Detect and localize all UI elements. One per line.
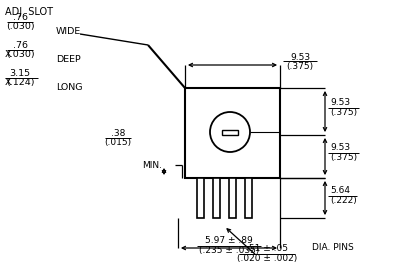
Text: MIN.: MIN. — [142, 161, 162, 170]
Text: (.030): (.030) — [6, 22, 34, 31]
Text: (.375): (.375) — [330, 153, 357, 162]
Text: (.020 ± .002): (.020 ± .002) — [237, 254, 297, 263]
Text: (.235 ± .035): (.235 ± .035) — [199, 246, 259, 255]
Text: X: X — [5, 78, 12, 87]
Text: ADJ. SLOT: ADJ. SLOT — [5, 7, 53, 17]
Text: DIA. PINS: DIA. PINS — [312, 244, 354, 252]
Text: .51 ± .05: .51 ± .05 — [246, 244, 288, 253]
Bar — [213, 178, 220, 218]
Text: 9.53: 9.53 — [330, 143, 350, 152]
Text: .38: .38 — [111, 129, 125, 138]
Text: WIDE: WIDE — [56, 26, 81, 36]
Text: (.375): (.375) — [330, 108, 357, 117]
Text: .76: .76 — [12, 41, 28, 50]
Bar — [197, 178, 204, 218]
Text: (.375): (.375) — [286, 62, 314, 71]
Bar — [245, 178, 252, 218]
Text: .76: .76 — [12, 13, 28, 22]
Text: 5.97 ± .89: 5.97 ± .89 — [205, 236, 253, 245]
Bar — [229, 178, 236, 218]
Text: 3.15: 3.15 — [10, 69, 30, 78]
Text: X: X — [5, 50, 12, 59]
Text: DEEP: DEEP — [56, 54, 81, 63]
Bar — [222, 130, 238, 135]
Text: (.030): (.030) — [6, 50, 34, 59]
Circle shape — [210, 112, 250, 152]
Text: (.015): (.015) — [104, 138, 132, 147]
Text: 9.53: 9.53 — [330, 98, 350, 107]
Text: 9.53: 9.53 — [290, 53, 310, 62]
Text: (.124): (.124) — [6, 78, 34, 87]
Bar — [185, 88, 280, 178]
Text: LONG: LONG — [56, 83, 82, 91]
Text: 5.64: 5.64 — [330, 186, 350, 195]
Text: (.222): (.222) — [330, 196, 357, 205]
